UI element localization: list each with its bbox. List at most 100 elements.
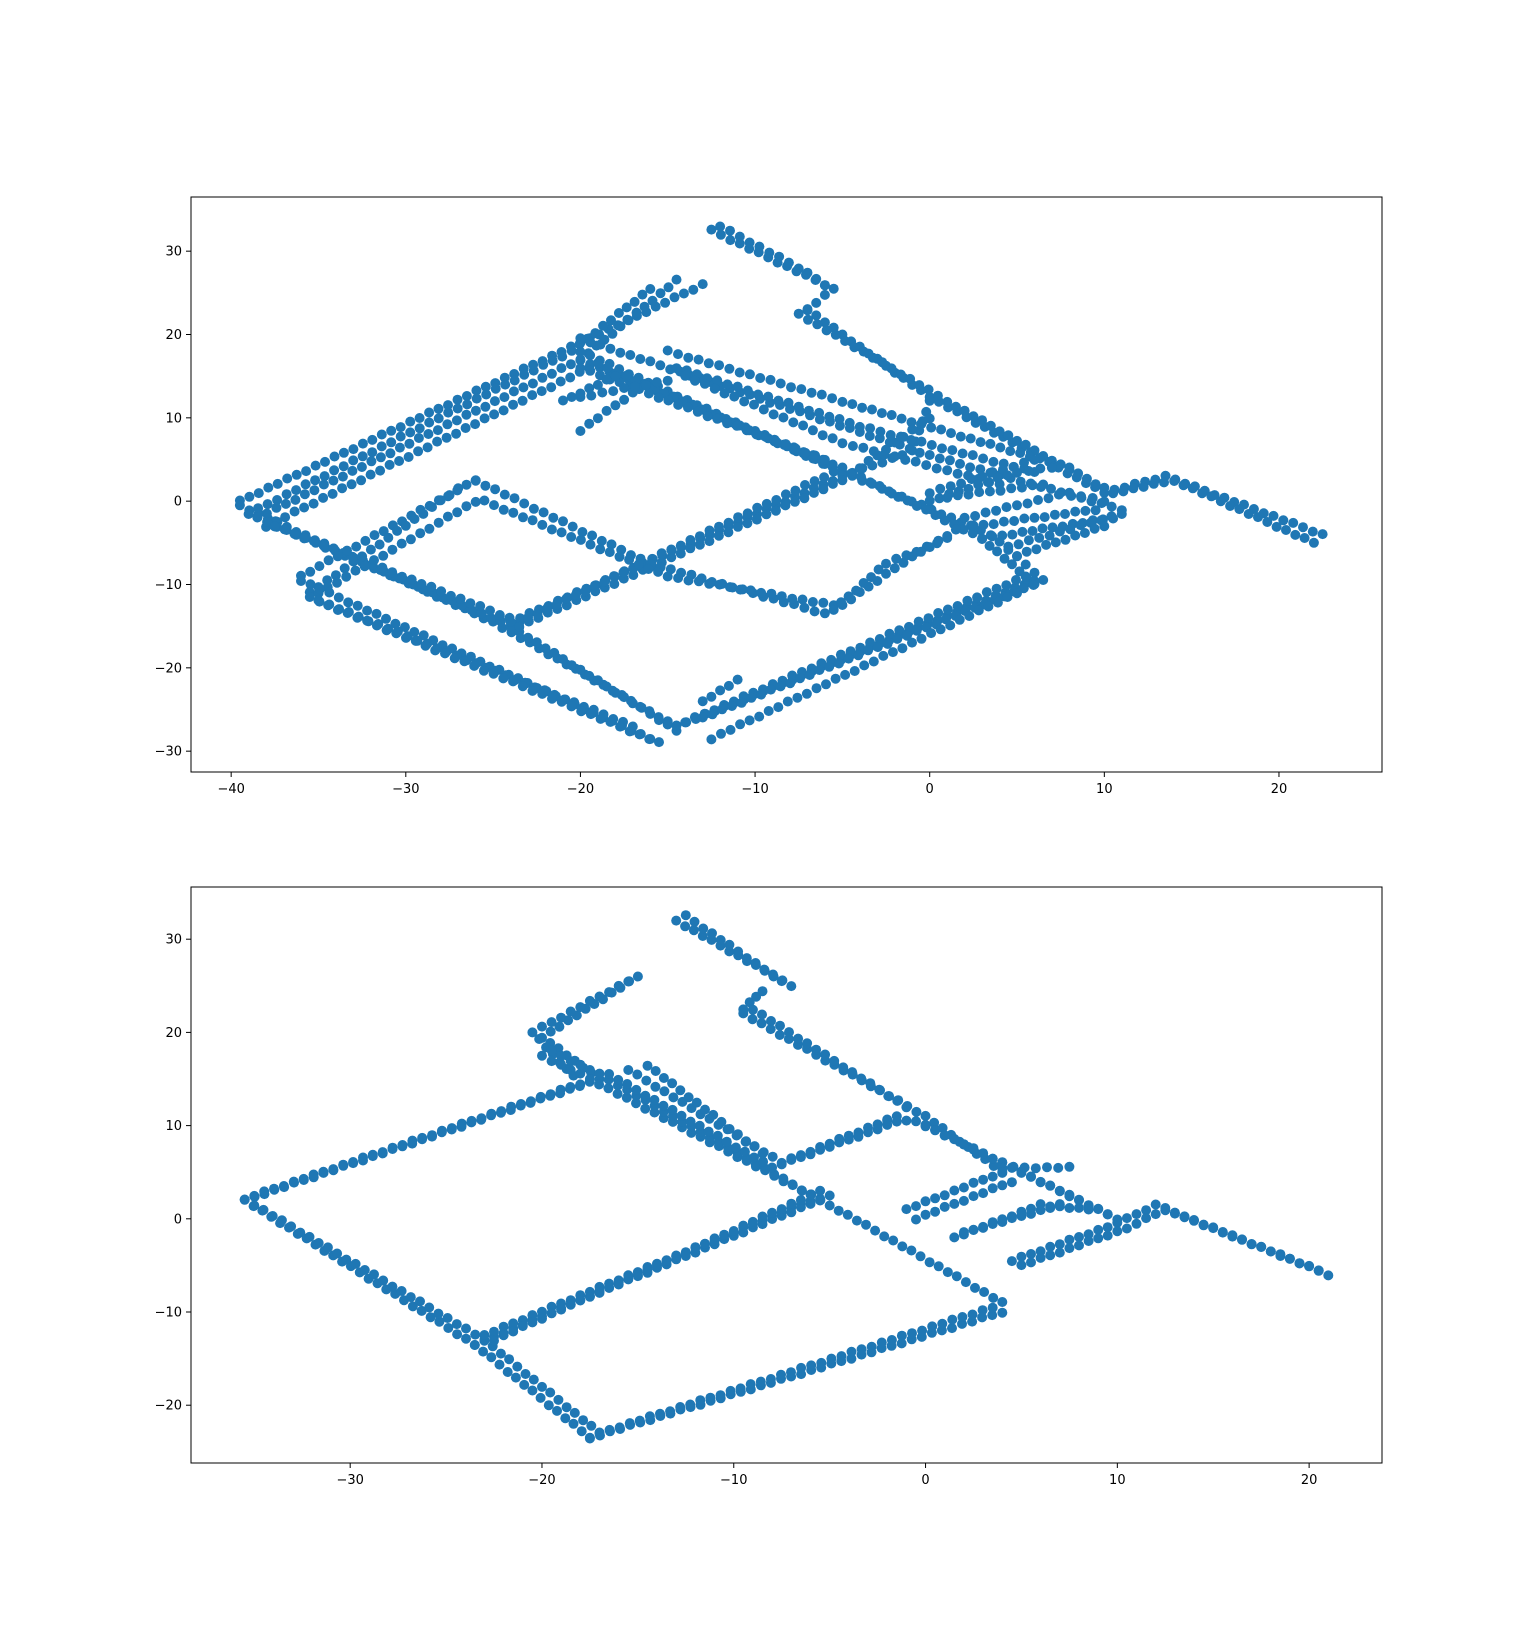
scatter-point — [291, 469, 302, 480]
scatter-point — [690, 1242, 701, 1253]
scatter-point — [397, 571, 407, 582]
scatter-point — [318, 540, 329, 551]
scatter-point — [763, 391, 774, 402]
scatter-point — [537, 372, 548, 383]
scatter-point — [872, 642, 883, 653]
scatter-point — [968, 1225, 979, 1235]
scatter-point — [367, 447, 378, 458]
scatter-point — [666, 544, 677, 555]
scatter-point — [381, 625, 392, 636]
scatter-point — [947, 1314, 958, 1325]
scatter-point — [1313, 1265, 1324, 1276]
scatter-point — [828, 604, 839, 615]
scatter-point — [566, 532, 577, 542]
scatter-point — [719, 388, 730, 399]
scatter-point — [520, 1369, 531, 1379]
scatter-point — [332, 605, 343, 615]
scatter-point — [837, 438, 848, 449]
scatter-point — [951, 1271, 962, 1282]
scatter-point — [714, 360, 725, 371]
scatter-point — [451, 1319, 462, 1330]
scatter-point — [783, 397, 794, 408]
scatter-point — [771, 495, 782, 505]
scatter-point — [338, 461, 349, 472]
scatter-point — [683, 575, 694, 586]
scatter-point — [878, 650, 889, 661]
scatter-point — [821, 325, 832, 336]
scatter-point — [946, 428, 956, 439]
scatter-point — [997, 1307, 1008, 1318]
scatter-point — [780, 439, 791, 450]
scatter-point — [356, 462, 367, 472]
scatter-point — [1253, 512, 1263, 523]
scatter-point — [296, 576, 306, 586]
scatter-point — [771, 436, 781, 447]
scatter-point — [768, 409, 779, 420]
scatter-point — [619, 692, 630, 703]
scatter-point — [1087, 493, 1098, 503]
scatter-point — [809, 476, 820, 487]
scatter-point — [747, 1216, 758, 1227]
scatter-point — [911, 1116, 921, 1127]
scatter-point — [1012, 551, 1022, 561]
scatter-point — [384, 459, 395, 470]
scatter-point — [894, 625, 905, 636]
scatter-point — [704, 536, 715, 547]
scatter-point — [565, 359, 576, 370]
scatter-point — [479, 1330, 490, 1340]
scatter-point — [1278, 515, 1289, 526]
scatter-point — [376, 441, 387, 452]
scatter-point — [498, 673, 509, 684]
scatter-point — [650, 1066, 661, 1076]
scatter-point — [578, 1415, 589, 1426]
scatter-point — [987, 531, 998, 542]
scatter-point — [886, 410, 897, 420]
scatter-point — [997, 1180, 1008, 1191]
scatter-point — [592, 379, 603, 390]
scatter-point — [545, 1387, 556, 1398]
scatter-point — [601, 405, 612, 416]
scatter-point — [933, 608, 944, 618]
scatter-point — [995, 485, 1006, 496]
scatter-point — [395, 431, 406, 442]
scatter-point — [547, 355, 558, 366]
scatter-point — [1070, 530, 1081, 541]
scatter-point — [924, 392, 935, 402]
scatter-point — [523, 612, 533, 623]
scatter-point — [955, 458, 965, 469]
scatter-point — [802, 1038, 813, 1049]
scatter-point — [775, 681, 786, 692]
scatter-point — [693, 576, 704, 587]
scatter-point — [625, 350, 636, 360]
scatter-point — [352, 612, 363, 623]
scatter-point — [308, 498, 319, 509]
scatter-point — [992, 597, 1003, 608]
scatter-point — [405, 427, 416, 438]
scatter-point — [470, 1329, 481, 1340]
scatter-point — [360, 535, 371, 546]
scatter-point — [276, 1215, 287, 1226]
scatter-point — [958, 1182, 969, 1193]
scatter-point — [958, 1227, 969, 1238]
scatter-point — [671, 363, 682, 374]
scatter-point — [435, 495, 446, 506]
scatter-point — [599, 576, 610, 587]
scatter-point — [575, 534, 586, 545]
scatter-point — [1020, 559, 1031, 570]
scatter-point — [584, 670, 595, 681]
scatter-point — [861, 1219, 871, 1230]
scatter-point — [1099, 521, 1110, 532]
scatter-point — [234, 500, 245, 511]
scatter-point — [952, 601, 963, 611]
scatter-point — [631, 1098, 641, 1109]
scatter-point — [406, 574, 417, 585]
scatter-point — [1304, 1260, 1315, 1271]
scatter-point — [461, 391, 472, 401]
scatter-point — [767, 1162, 778, 1173]
scatter-point — [742, 518, 753, 529]
scatter-point — [920, 1209, 931, 1220]
scatter-point — [414, 413, 425, 423]
scatter-point — [584, 418, 595, 429]
